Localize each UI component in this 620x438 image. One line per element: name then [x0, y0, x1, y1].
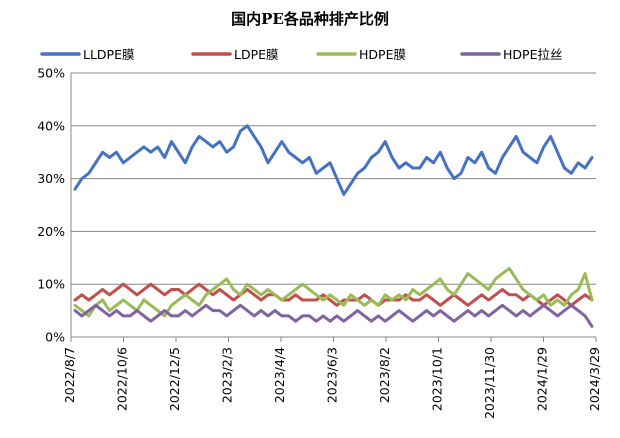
x-tick-label: 2024/1/29	[535, 347, 550, 411]
x-tick-label: 2022/10/6	[115, 347, 130, 411]
y-tick-label: 20%	[37, 224, 65, 239]
series-line-3	[73, 303, 594, 328]
x-axis-ticks: 2022/8/7 2022/10/6 2022/12/5 2023/2/3 2023/4…	[62, 337, 602, 419]
x-tick-label: 2023/6/3	[325, 347, 340, 403]
x-tick-label: 2023/2/3	[220, 347, 235, 403]
y-tick-label: 50%	[37, 66, 65, 81]
legend: LLDPE膜 LDPE膜 HDPE膜 HDPE拉丝	[40, 47, 562, 62]
plot-lines	[73, 124, 594, 328]
x-tick-label: 2024/3/29	[587, 347, 602, 411]
x-tick-label: 2023/4/4	[272, 347, 287, 403]
y-tick-label: 40%	[37, 118, 65, 133]
x-tick-label: 2023/10/1	[430, 347, 445, 411]
legend-label: HDPE拉丝	[503, 47, 562, 62]
chart-title: 国内PE各品种排产比例	[231, 10, 389, 28]
series-line-2	[73, 266, 594, 318]
x-tick-label: 2022/12/5	[167, 347, 182, 411]
x-tick-label: 2023/8/2	[377, 347, 392, 403]
y-tick-label: 10%	[37, 277, 65, 292]
series-line-1	[73, 282, 594, 307]
legend-label: LLDPE膜	[83, 47, 135, 62]
legend-label: LDPE膜	[234, 47, 279, 62]
legend-label: HDPE膜	[359, 47, 406, 62]
y-tick-label: 0%	[45, 330, 65, 345]
grid	[71, 72, 596, 285]
x-tick-label: 2023/11/30	[482, 347, 497, 419]
series-line-0	[73, 124, 594, 196]
x-tick-label: 2022/8/7	[62, 347, 77, 403]
y-axis-ticks: 0% 10% 20% 30% 40% 50%	[37, 66, 65, 345]
y-tick-label: 30%	[37, 171, 65, 186]
